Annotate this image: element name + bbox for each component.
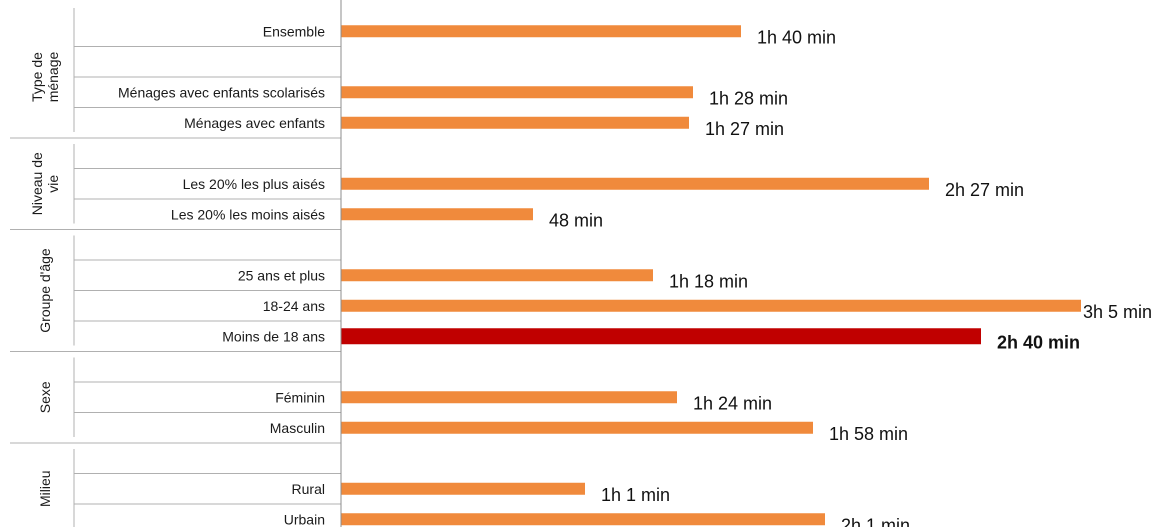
bar (341, 25, 741, 38)
value-label: 1h 24 min (693, 393, 772, 413)
group-label-line: Milieu (37, 470, 53, 507)
group-label-line: Type de (29, 52, 45, 102)
value-label: 1h 28 min (709, 88, 788, 108)
bar (341, 177, 929, 190)
category-label: Rural (292, 481, 325, 497)
bar (341, 299, 1081, 312)
category-label: Moins de 18 ans (222, 328, 325, 344)
bar (341, 513, 825, 526)
category-label: Ménages avec enfants (184, 115, 325, 131)
bar (341, 208, 533, 221)
category-label: 18-24 ans (263, 298, 325, 314)
group-label: Milieu (37, 470, 53, 507)
value-label: 3h 5 min (1083, 302, 1152, 322)
group-label-line: Niveau de (29, 152, 45, 215)
value-label: 1h 40 min (757, 27, 836, 47)
category-label: Féminin (275, 389, 325, 405)
bar (341, 482, 585, 495)
bar (341, 391, 677, 404)
category-label: Ménages avec enfants scolarisés (118, 84, 325, 100)
category-label: Ensemble (263, 23, 325, 39)
value-label: 48 min (549, 210, 603, 230)
value-label: 2h 27 min (945, 180, 1024, 200)
group-label-line: vie (45, 175, 61, 193)
group-label-line: ménage (45, 51, 61, 102)
category-label: Les 20% les plus aisés (183, 176, 325, 192)
category-label: Urbain (284, 511, 325, 527)
bar-highlight (341, 328, 981, 345)
value-label: 2h 40 min (997, 332, 1080, 352)
bar (341, 86, 693, 99)
group-label: Groupe d'âge (37, 248, 53, 333)
bar (341, 421, 813, 434)
value-label: 2h 1 min (841, 515, 910, 527)
value-label: 1h 18 min (669, 271, 748, 291)
group-label: Type deménage (29, 51, 61, 102)
group-label-line: Groupe d'âge (37, 248, 53, 333)
bar (341, 269, 653, 282)
value-label: 1h 27 min (705, 119, 784, 139)
group-label-line: Sexe (37, 381, 53, 413)
value-label: 1h 1 min (601, 485, 670, 505)
bar (341, 116, 689, 129)
category-label: Les 20% les moins aisés (171, 206, 325, 222)
group-label: Niveau devie (29, 152, 61, 215)
category-label: Masculin (270, 420, 325, 436)
category-label: 25 ans et plus (238, 267, 325, 283)
group-label: Sexe (37, 381, 53, 413)
value-label: 1h 58 min (829, 424, 908, 444)
